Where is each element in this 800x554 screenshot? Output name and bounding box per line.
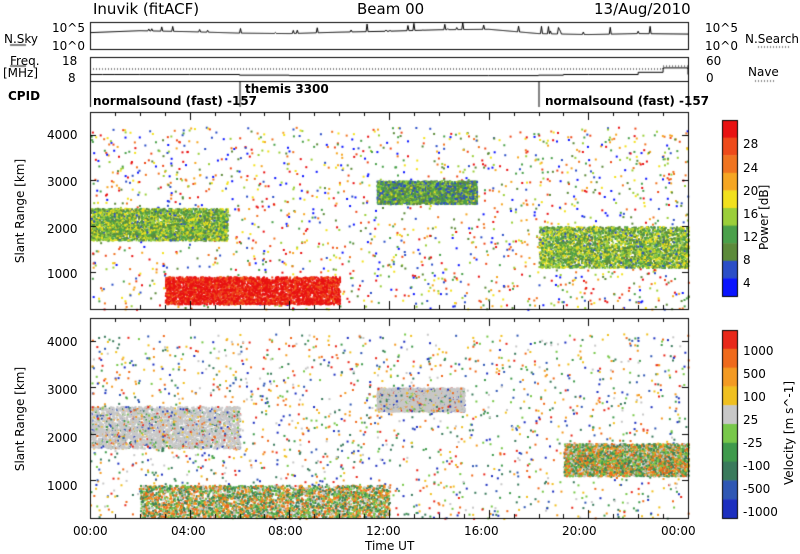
cpid-label: CPID (8, 89, 41, 103)
xtick-1600: 16:00 (464, 524, 499, 538)
power-cbar-tick-16: 16 (743, 207, 759, 221)
power-cbar-tick-24: 24 (743, 161, 759, 175)
nsky-tick-bottom: 10^0 (52, 39, 85, 53)
station-title: Inuvik (fitACF) (93, 0, 200, 18)
velocity-cbar-tick-neg1000: -1000 (743, 505, 778, 519)
velocity-ylabel: Slant Range [km] (13, 366, 28, 472)
power-ytick-3000: 3000 (47, 175, 78, 189)
power-cbar-label: Power [dB] (757, 184, 771, 250)
velocity-cbar-tick-25: 25 (743, 413, 759, 427)
power-cbar-tick-28: 28 (743, 137, 759, 151)
beam-title: Beam 00 (357, 0, 425, 18)
power-cbar-tick-8: 8 (743, 253, 751, 267)
freq-unit-label: [MHz] (3, 66, 39, 80)
freq-tick-bottom: 8 (68, 71, 76, 85)
power-cbar-tick-4: 4 (743, 276, 751, 290)
power-ylabel: Slant Range [km] (13, 158, 28, 264)
xtick-2400: 00:00 (661, 524, 696, 538)
xlabel: Time UT (365, 539, 415, 553)
velocity-ytick-3000: 3000 (47, 383, 78, 397)
velocity-cbar-tick-100: 100 (743, 390, 766, 404)
cpid-segment-1: normalsound (fast) -157 (93, 94, 258, 108)
power-ytick-4000: 4000 (47, 128, 78, 142)
power-ytick-1000: 1000 (47, 267, 78, 281)
nave-tick-top: 60 (706, 54, 722, 68)
cpid-segment-2: themis 3300 (245, 82, 329, 96)
velocity-ytick-2000: 2000 (47, 431, 78, 445)
velocity-cbar-tick-neg25: -25 (743, 436, 763, 450)
freq-tick-top: 18 (62, 54, 78, 68)
velocity-cbar-tick-neg500: -500 (743, 482, 771, 496)
xtick-0400: 04:00 (171, 524, 206, 538)
velocity-cbar-tick-1000: 1000 (743, 344, 774, 358)
power-cbar-tick-20: 20 (743, 184, 759, 198)
nsky-label: N.Sky (4, 32, 39, 46)
freq-label: Freq. (10, 54, 40, 68)
xtick-0800: 08:00 (268, 524, 303, 538)
nsky-tick-top: 10^5 (52, 21, 85, 35)
xtick-0000: 00:00 (73, 524, 108, 538)
power-ytick-2000: 2000 (47, 222, 78, 236)
cpid-segment-3: normalsound (fast) -157 (545, 94, 710, 108)
nave-label: Nave (748, 65, 779, 79)
nsearch-tick-bottom: 10^0 (705, 39, 738, 53)
velocity-cbar-tick-500: 500 (743, 367, 766, 381)
velocity-cbar-label: Velocity [m s^-1] (782, 380, 796, 485)
nsearch-label: N.Search (745, 32, 800, 46)
velocity-ytick-1000: 1000 (47, 479, 78, 493)
xtick-2000: 20:00 (562, 524, 597, 538)
velocity-ytick-4000: 4000 (47, 335, 78, 349)
power-cbar-tick-12: 12 (743, 230, 759, 244)
nave-tick-bottom: 0 (706, 71, 714, 85)
nsearch-tick-top: 10^5 (705, 21, 738, 35)
xtick-1200: 12:00 (366, 524, 401, 538)
date-title: 13/Aug/2010 (594, 0, 691, 18)
velocity-cbar-tick-neg100: -100 (743, 459, 771, 473)
